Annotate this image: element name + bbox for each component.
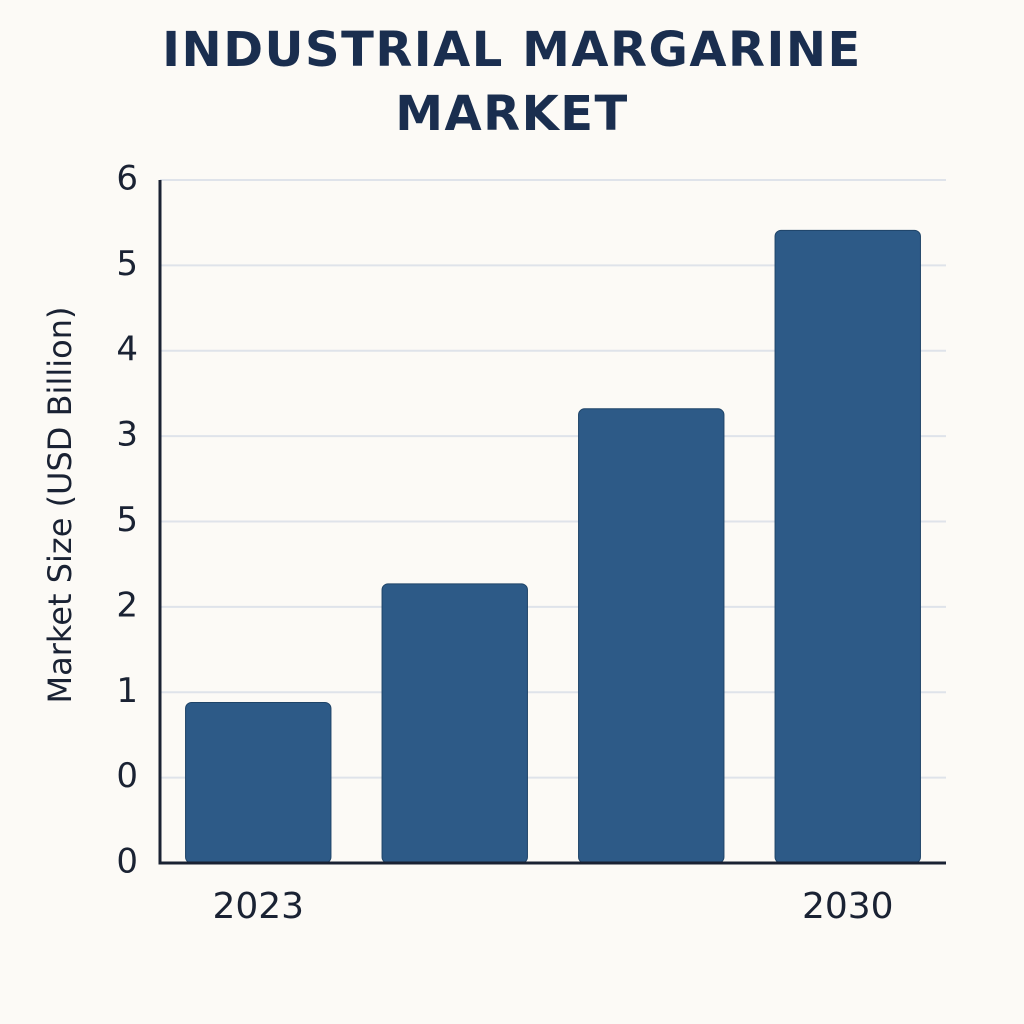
y-tick-label: 2 [116,585,138,625]
y-tick-label: 5 [116,244,138,284]
bar [185,701,332,864]
y-tick-label: 1 [116,671,138,711]
y-tick-label: 0 [116,842,138,882]
y-tick-label: 6 [116,159,138,199]
chart-title: INDUSTRIAL MARGARINE MARKET [162,22,862,142]
bar [578,408,725,864]
y-tick-label: 3 [116,415,138,455]
bar [381,583,528,864]
y-tick-label: 4 [116,329,138,369]
y-tick-label: 0 [116,756,138,796]
bar [774,229,921,864]
x-tick-label: 2030 [802,886,894,927]
y-tick-label: 5 [116,500,138,540]
x-tick-label: 2023 [212,886,304,927]
y-axis-label: Market Size (USD Billion) [41,307,79,704]
